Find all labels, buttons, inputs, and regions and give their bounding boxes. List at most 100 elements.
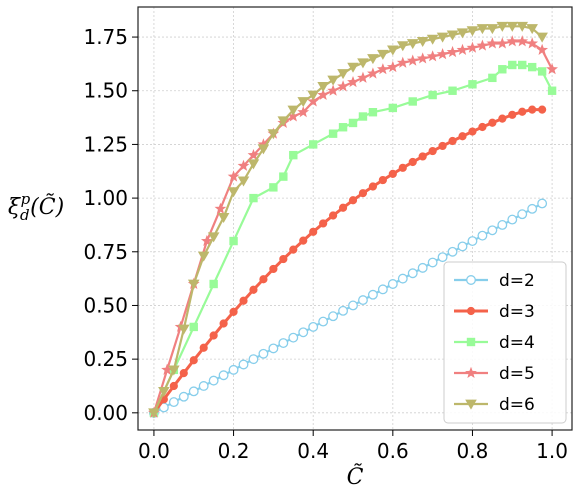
y-tick-label: 0.25 [83,347,128,371]
data-point [448,86,457,95]
data-point [358,189,368,198]
data-point [358,112,368,121]
data-point [536,32,548,43]
data-point [269,183,278,192]
legend-item: d=6 [454,395,535,415]
x-tick-label: 1.0 [536,439,568,463]
axes: 0.0 0.2 0.4 0.6 0.8 1.0 0.00 0.25 0.50 0.75 1.00 1.… [83,25,568,463]
data-point [209,331,218,340]
data-point [357,58,369,69]
data-point [547,86,557,95]
data-point [518,60,527,70]
data-point [406,39,419,50]
data-point [496,21,509,32]
data-point [367,54,379,65]
data-point [287,105,300,116]
data-point [178,391,189,402]
data-point [189,322,198,332]
data-point [368,108,378,117]
data-point [214,202,227,214]
data-point [197,251,210,262]
data-point [287,110,300,122]
data-point [426,34,439,45]
data-point [299,236,308,245]
y-axis-label-sub: d [20,206,30,224]
data-point [376,63,389,75]
data-point [446,30,459,41]
legend-label: d=2 [499,271,535,291]
x-tick-label: 0.6 [377,439,409,463]
data-point [426,50,439,62]
data-point [158,386,170,397]
data-point [277,116,290,127]
y-tick-label: 1.50 [83,79,128,103]
data-point [209,279,218,289]
data-point [239,296,248,305]
data-point [377,49,389,60]
data-point [161,363,173,375]
data-point [408,157,417,167]
data-point [447,246,458,257]
y-tick-label: 1.25 [83,132,128,156]
data-point [427,257,438,268]
x-axis-label: C̃ [347,464,364,490]
data-point [487,225,498,236]
data-point [338,203,348,212]
data-point [318,316,329,327]
data-point [198,381,209,391]
data-point [229,236,238,246]
data-point [537,67,547,76]
data-point [289,150,298,160]
data-point [337,69,349,80]
data-point [527,62,537,72]
legend-marker [465,366,477,379]
data-point [247,148,260,161]
series-d-5 [148,35,558,418]
data-point [168,365,180,376]
y-tick-label: 1.75 [83,25,128,49]
data-point [357,71,369,83]
data-point [317,82,329,93]
data-point [307,95,320,107]
axis-labels: C̃ ξdp(C̃) [8,190,364,490]
legend: d=2 d=3 d=4 d=5 d=6 [443,261,567,424]
data-point [457,241,468,252]
data-point [408,97,417,106]
data-point [526,37,539,49]
data-point [229,307,238,317]
data-point [148,408,160,419]
y-axis-label-arg: (C̃) [30,194,64,220]
legend-label: d=6 [499,395,535,415]
data-point [468,80,477,89]
data-point [406,54,419,66]
y-axis-label-sup: p [21,190,31,208]
y-axis-label: ξdp(C̃) [8,190,64,224]
data-point [297,106,310,118]
legend-item: d=5 [454,364,535,384]
data-point [387,45,399,56]
data-point [257,144,270,155]
data-point [507,214,518,225]
plot-frame [137,6,573,431]
data-point [448,136,457,146]
data-point [477,230,488,241]
data-point [189,356,198,365]
series-line [152,108,543,414]
data-point [367,289,378,300]
data-point [456,28,469,39]
data-point [377,284,388,295]
data-point [219,319,228,328]
series-line [153,202,543,414]
data-point [388,103,398,113]
x-tick-label: 0.0 [138,439,170,463]
data-point [476,24,489,35]
data-point [179,368,188,378]
data-point [387,279,398,289]
data-point [367,67,379,79]
legend-item: d=4 [454,333,535,353]
data-point [347,62,359,73]
legend-item: d=2 [454,271,535,291]
legend-marker [466,337,476,347]
data-point [388,169,397,178]
data-point [348,300,358,311]
